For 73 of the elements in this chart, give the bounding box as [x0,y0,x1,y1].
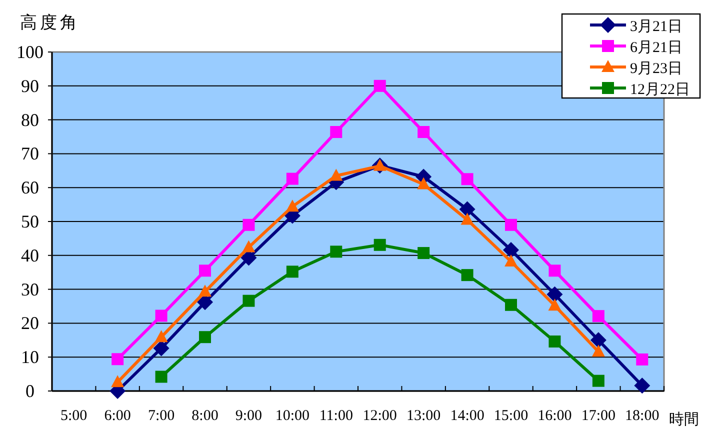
point [330,246,342,258]
x-tick-label: 11:00 [319,408,353,424]
point [592,374,604,387]
point [548,264,561,277]
x-axis-title: 時間 [669,411,699,428]
point [461,269,474,282]
point [634,378,650,394]
y-tick-label: 10 [21,347,39,368]
point [199,264,211,277]
point [330,126,342,138]
point [286,266,298,278]
point [155,370,168,383]
x-tick-label: 9:00 [235,408,262,424]
point [590,332,606,348]
legend-label: 6月21日 [630,40,682,56]
x-tick-label: 12:00 [362,408,397,424]
x-tick-label: 16:00 [538,408,572,424]
point [330,168,343,181]
y-tick-label: 70 [21,144,39,164]
point [286,200,299,212]
x-tick-label: 14:00 [450,408,484,424]
point [503,242,519,258]
point [153,340,170,356]
point [286,172,298,185]
point [417,177,430,190]
point [374,80,386,92]
x-tick-label: 17:00 [581,408,616,424]
y-tick-label: 90 [21,76,39,96]
point [505,298,517,311]
point [242,294,255,307]
x-tick-label: 8:00 [192,408,218,424]
point [548,298,562,311]
point [242,218,255,231]
x-tick-label: 18:00 [625,408,660,424]
y-tick-label: 100 [16,42,44,62]
y-tick-label: 20 [21,313,39,334]
point [111,375,124,388]
x-tick-label: 5:00 [60,408,88,424]
x-tick-label: 15:00 [494,408,528,424]
point [592,344,605,357]
point [461,173,474,186]
point [373,158,386,171]
point [198,284,212,297]
y-tick-label: 0 [26,381,34,401]
y-tick-label: 30 [21,279,39,300]
point [548,336,561,348]
x-tick-label: 13:00 [406,408,441,424]
point [242,240,256,252]
point [504,254,518,266]
x-tick-label: 6:00 [104,408,131,424]
x-tick-label: 7:00 [148,408,175,424]
y-tick-label: 60 [21,178,39,198]
legend-label: 9月23日 [630,61,682,77]
point [418,247,430,260]
point [505,218,517,231]
point [374,238,386,251]
point [154,330,168,342]
x-tick-label: 10:00 [275,408,310,424]
point [199,331,211,344]
point [155,310,168,322]
y-tick-label: 50 [21,212,39,232]
point [636,353,648,366]
y-axis-title: 高度角 [20,13,80,32]
point [112,353,124,366]
point [418,126,430,138]
y-tick-label: 40 [21,245,39,266]
legend-label: 12月22日 [630,82,690,98]
y-tick-label: 80 [21,110,39,130]
point [459,201,476,218]
legend-label: 3月21日 [630,19,682,35]
point [460,212,474,225]
point [592,310,604,322]
point [546,286,563,302]
